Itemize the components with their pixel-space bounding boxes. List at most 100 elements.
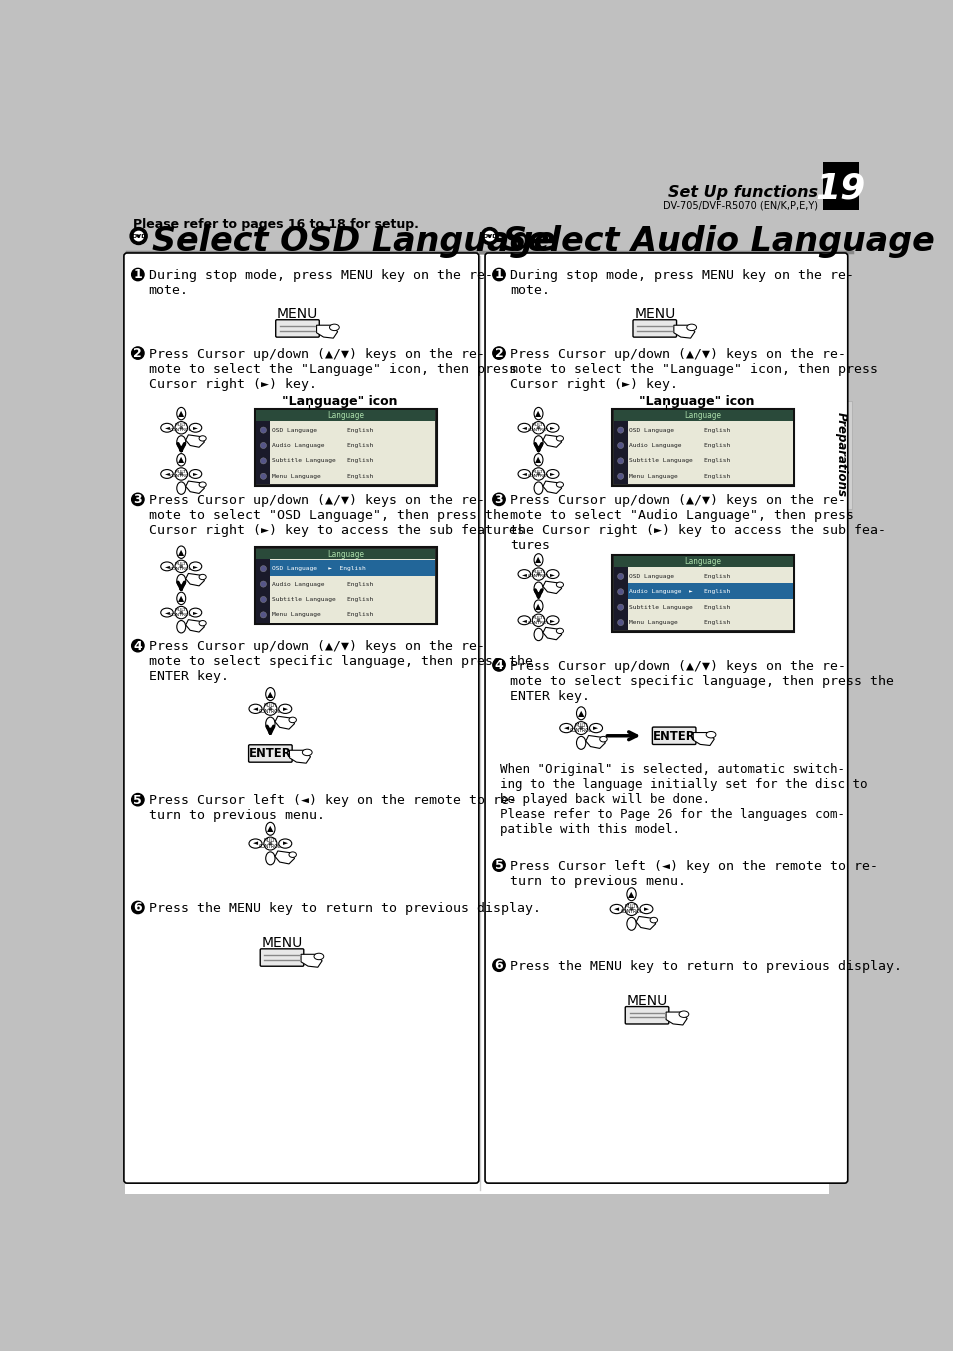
Ellipse shape xyxy=(176,574,186,586)
Ellipse shape xyxy=(534,600,542,612)
Text: ◄: ◄ xyxy=(253,705,258,712)
Text: ►: ► xyxy=(282,840,288,847)
Text: 1: 1 xyxy=(494,269,503,281)
Ellipse shape xyxy=(176,408,186,420)
Circle shape xyxy=(617,442,623,449)
Text: "Language" icon: "Language" icon xyxy=(282,394,397,408)
Text: "Language" icon: "Language" icon xyxy=(639,394,754,408)
Ellipse shape xyxy=(534,436,542,449)
Circle shape xyxy=(480,227,497,245)
Text: During stop mode, press MENU key on the re-
mote.: During stop mode, press MENU key on the … xyxy=(509,269,853,297)
Polygon shape xyxy=(186,435,204,447)
Text: 4: 4 xyxy=(133,639,142,653)
Ellipse shape xyxy=(161,608,173,617)
Polygon shape xyxy=(274,716,294,730)
Text: Press the MENU key to return to previous display.: Press the MENU key to return to previous… xyxy=(149,902,540,915)
Ellipse shape xyxy=(176,454,186,466)
Text: Subtitle Language   English: Subtitle Language English xyxy=(629,605,730,609)
Text: ▲: ▲ xyxy=(578,709,584,717)
Text: MULTI
CONTROL: MULTI CONTROL xyxy=(170,608,193,617)
Text: Press Cursor left (◄) key on the remote to re-
turn to previous menu.: Press Cursor left (◄) key on the remote … xyxy=(509,859,877,888)
Text: Audio Language      English: Audio Language English xyxy=(272,581,373,586)
Text: MENU: MENU xyxy=(276,307,317,322)
Text: Menu Language       English: Menu Language English xyxy=(272,474,373,478)
Circle shape xyxy=(574,721,587,735)
Text: ▲: ▲ xyxy=(628,890,634,898)
Bar xyxy=(613,411,792,422)
Text: ▲: ▲ xyxy=(178,547,184,557)
Text: MENU: MENU xyxy=(626,994,667,1008)
Circle shape xyxy=(132,493,144,505)
Circle shape xyxy=(484,231,495,242)
Circle shape xyxy=(578,727,582,730)
Circle shape xyxy=(617,473,623,480)
Circle shape xyxy=(617,604,623,611)
Text: Menu Language       English: Menu Language English xyxy=(272,612,373,617)
Ellipse shape xyxy=(289,717,296,723)
Text: ◄: ◄ xyxy=(521,571,526,577)
Text: MULTI
CONTROL: MULTI CONTROL xyxy=(619,904,642,915)
Bar xyxy=(627,584,792,598)
Bar xyxy=(254,408,436,485)
Ellipse shape xyxy=(161,562,173,570)
Ellipse shape xyxy=(266,717,274,730)
Ellipse shape xyxy=(189,562,201,570)
Polygon shape xyxy=(693,732,714,746)
Text: Language: Language xyxy=(327,550,364,558)
Ellipse shape xyxy=(626,888,636,901)
Text: ◄: ◄ xyxy=(563,725,568,731)
Text: 1: 1 xyxy=(133,269,142,281)
Polygon shape xyxy=(585,735,605,748)
FancyBboxPatch shape xyxy=(249,744,292,762)
Circle shape xyxy=(260,566,266,571)
Circle shape xyxy=(260,612,266,617)
Text: Set Up functions: Set Up functions xyxy=(667,185,817,200)
Bar xyxy=(822,162,858,209)
Bar xyxy=(613,567,627,631)
Ellipse shape xyxy=(589,723,602,732)
Text: 4: 4 xyxy=(494,659,503,671)
Text: Press Cursor left (◄) key on the remote to re-
turn to previous menu.: Press Cursor left (◄) key on the remote … xyxy=(149,794,517,823)
Circle shape xyxy=(532,567,544,581)
Text: Language: Language xyxy=(684,411,721,420)
Polygon shape xyxy=(542,481,561,493)
Text: ◄: ◄ xyxy=(521,426,526,430)
Ellipse shape xyxy=(556,482,563,488)
Text: Press Cursor up/down (▲/▼) keys on the re-
mote to select the "Language" icon, t: Press Cursor up/down (▲/▼) keys on the r… xyxy=(149,347,517,390)
Ellipse shape xyxy=(534,454,542,466)
Circle shape xyxy=(260,442,266,449)
Ellipse shape xyxy=(534,628,542,640)
Ellipse shape xyxy=(599,736,606,742)
Circle shape xyxy=(537,426,539,430)
Circle shape xyxy=(493,269,505,281)
Ellipse shape xyxy=(266,688,274,701)
Circle shape xyxy=(260,581,266,588)
Polygon shape xyxy=(186,620,204,632)
Text: Audio Language      English: Audio Language English xyxy=(272,443,373,449)
Text: ▲: ▲ xyxy=(535,455,541,465)
Text: 2: 2 xyxy=(133,347,142,359)
Circle shape xyxy=(132,639,144,651)
Text: ◄: ◄ xyxy=(164,471,170,477)
Bar xyxy=(256,559,270,623)
Text: ▲: ▲ xyxy=(535,409,541,417)
Ellipse shape xyxy=(266,823,274,835)
Ellipse shape xyxy=(266,852,274,865)
Text: ENTER: ENTER xyxy=(652,730,695,743)
Ellipse shape xyxy=(686,324,696,331)
Circle shape xyxy=(268,707,272,711)
Circle shape xyxy=(617,620,623,626)
Text: ◄: ◄ xyxy=(164,563,170,569)
Ellipse shape xyxy=(679,1011,688,1017)
Text: ◄: ◄ xyxy=(614,907,618,912)
Circle shape xyxy=(493,493,505,505)
Bar xyxy=(627,567,792,631)
Ellipse shape xyxy=(546,423,558,432)
Ellipse shape xyxy=(314,954,323,959)
Ellipse shape xyxy=(534,582,542,594)
Text: OSD Language        English: OSD Language English xyxy=(272,427,373,432)
Circle shape xyxy=(260,427,266,434)
Circle shape xyxy=(179,426,183,430)
Bar xyxy=(270,559,435,623)
Circle shape xyxy=(133,231,144,242)
